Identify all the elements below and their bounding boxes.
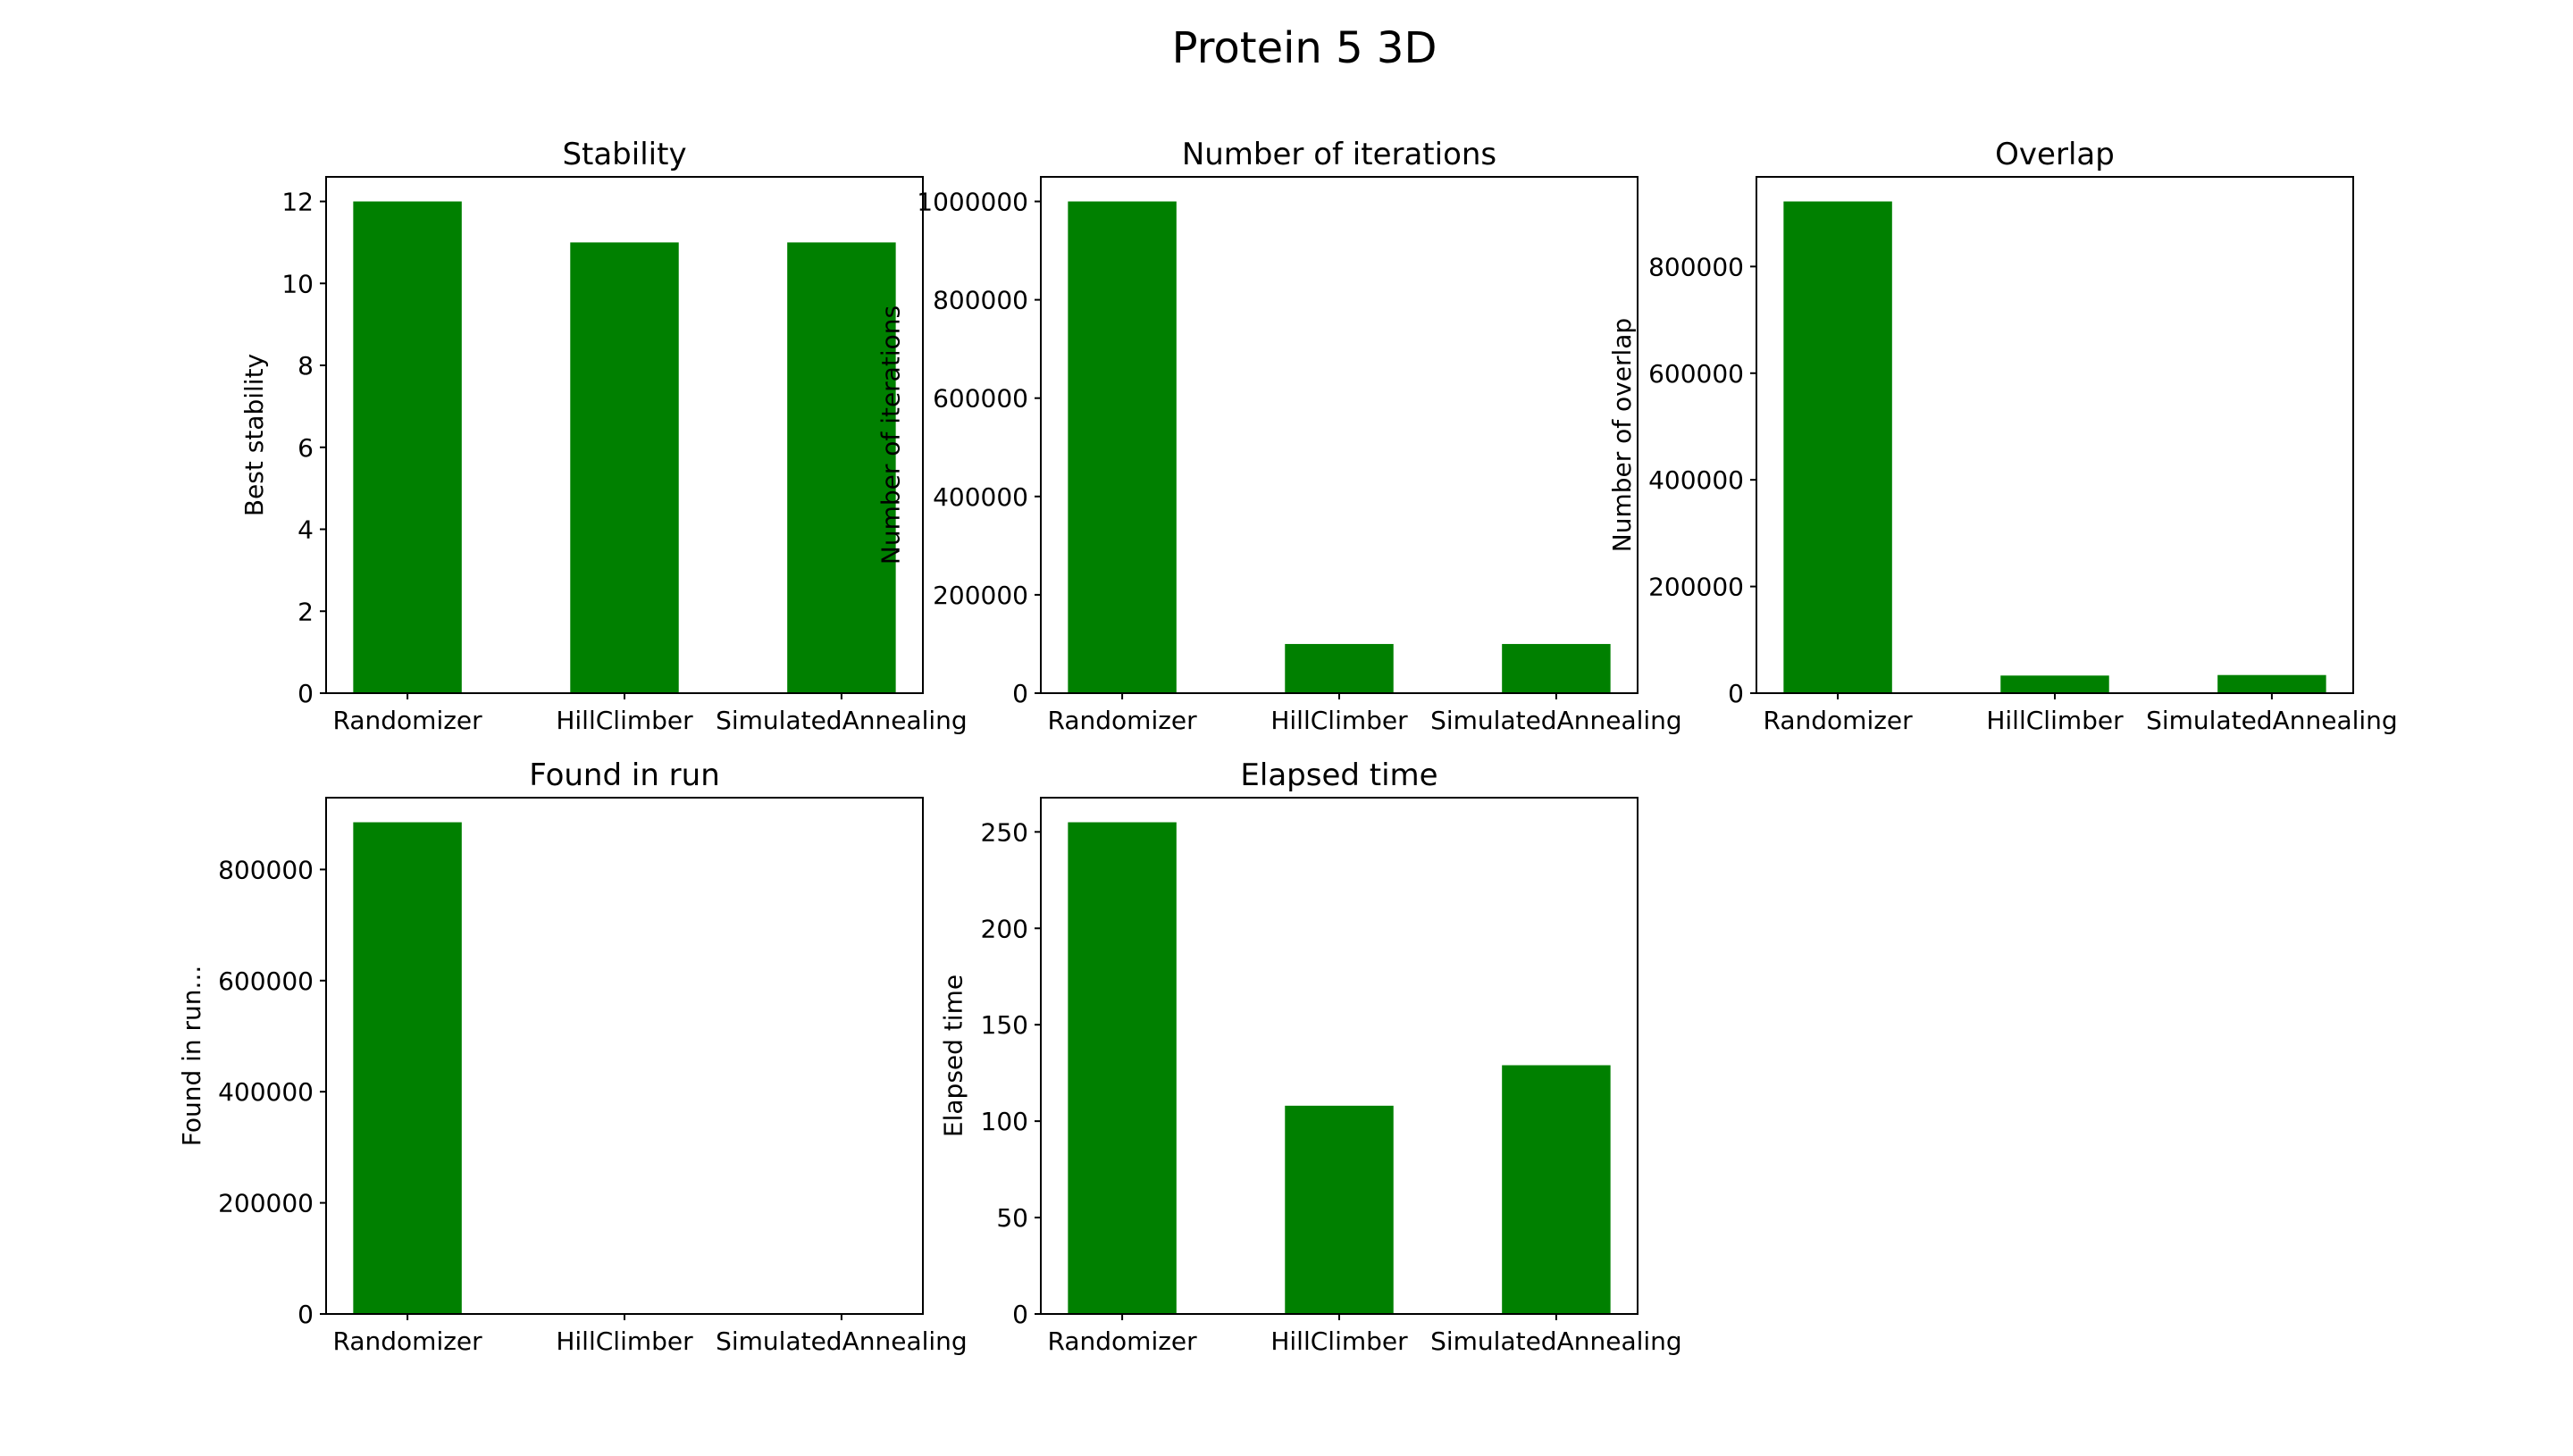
- x-tick-label: Randomizer: [1764, 706, 1914, 735]
- y-tick-label: 400000: [218, 1077, 314, 1107]
- x-tick-label: Randomizer: [1048, 706, 1198, 735]
- y-tick-label: 200000: [933, 581, 1028, 610]
- y-tick-label: 4: [298, 515, 314, 545]
- bar-randomizer: [1068, 201, 1177, 693]
- subplot-title: Number of iterations: [1182, 137, 1496, 172]
- y-tick-label: 250: [981, 817, 1028, 847]
- bar-simulatedannealing: [2217, 674, 2326, 693]
- x-tick-label: SimulatedAnnealing: [716, 706, 968, 735]
- y-tick-label: 0: [1012, 679, 1028, 708]
- bar-hillclimber: [1285, 643, 1394, 693]
- y-axis-label: Best stability: [239, 354, 269, 516]
- x-tick-label: HillClimber: [1986, 706, 2124, 735]
- figure-title: Protein 5 3D: [1172, 23, 1437, 73]
- y-tick-label: 200: [981, 914, 1028, 943]
- y-tick-label: 800000: [1648, 252, 1744, 281]
- x-tick-label: HillClimber: [1270, 1326, 1408, 1356]
- subplot-1: 0 2 4 6 8 10 12 Randomizer HillClimber SimulatedA…: [239, 137, 968, 735]
- bar-randomizer: [1783, 201, 1892, 693]
- y-axis-label: Found in run...: [177, 966, 206, 1147]
- x-tick-label: SimulatedAnnealing: [716, 1326, 968, 1356]
- y-tick-label: 600000: [933, 384, 1028, 414]
- y-tick-label: 800000: [218, 855, 314, 884]
- x-tick-label: HillClimber: [556, 1326, 693, 1356]
- x-tick-label: Randomizer: [333, 1326, 483, 1356]
- y-tick-label: 100: [981, 1107, 1028, 1136]
- y-tick-label: 6: [298, 433, 314, 463]
- bar-hillclimber: [1285, 1105, 1394, 1314]
- y-tick-label: 200000: [1648, 573, 1744, 602]
- y-tick-label: 200000: [218, 1189, 314, 1218]
- y-tick-label: 400000: [933, 482, 1028, 512]
- y-tick-label: 50: [996, 1203, 1028, 1233]
- y-tick-label: 0: [1728, 679, 1744, 708]
- x-tick-label: SimulatedAnnealing: [1430, 706, 1682, 735]
- subplot-title: Stability: [562, 137, 686, 172]
- y-tick-label: 0: [1012, 1300, 1028, 1329]
- x-tick-label: Randomizer: [1048, 1326, 1198, 1356]
- subplot-3: 0 200000 400000 600000 800000 Randomizer HillC…: [1607, 137, 2398, 735]
- bar-randomizer: [353, 822, 462, 1314]
- y-tick-label: 8: [298, 351, 314, 381]
- subplot-title: Found in run: [529, 757, 720, 793]
- subplot-title: Overlap: [1995, 137, 2115, 172]
- y-tick-label: 800000: [933, 286, 1028, 315]
- subplot-5: 0 50 100 150 200 250 Randomizer HillClimber Simu…: [939, 757, 1682, 1356]
- y-tick-label: 10: [281, 269, 314, 298]
- x-tick-label: SimulatedAnnealing: [1430, 1326, 1682, 1356]
- x-tick-label: SimulatedAnnealing: [2146, 706, 2398, 735]
- x-tick-label: Randomizer: [333, 706, 483, 735]
- y-tick-label: 2: [298, 597, 314, 626]
- y-tick-label: 600000: [218, 966, 314, 996]
- y-axis-label: Number of iterations: [876, 305, 906, 565]
- bar-simulatedannealing: [1502, 1065, 1611, 1314]
- y-tick-label: 0: [298, 1300, 314, 1329]
- y-tick-label: 1000000: [917, 188, 1028, 217]
- x-tick-label: HillClimber: [556, 706, 693, 735]
- bar-randomizer: [353, 201, 462, 693]
- x-tick-label: HillClimber: [1270, 706, 1408, 735]
- bar-randomizer: [1068, 822, 1177, 1314]
- y-tick-label: 150: [981, 1010, 1028, 1040]
- bar-hillclimber: [570, 242, 679, 693]
- bar-hillclimber: [2000, 675, 2109, 693]
- y-axis-label: Elapsed time: [939, 975, 968, 1137]
- y-tick-label: 0: [298, 679, 314, 708]
- bar-simulatedannealing: [787, 242, 896, 693]
- bar-simulatedannealing: [1502, 643, 1611, 693]
- subplot-4: 0 200000 400000 600000 800000 Randomizer HillC…: [177, 757, 968, 1356]
- subplot-2: 0 200000 400000 600000 800000 1000000 Randomiz…: [876, 137, 1682, 735]
- subplot-title: Elapsed time: [1240, 757, 1437, 793]
- y-tick-label: 12: [281, 188, 314, 217]
- y-axis-label: Number of overlap: [1607, 318, 1637, 552]
- y-tick-label: 400000: [1648, 465, 1744, 495]
- y-tick-label: 600000: [1648, 359, 1744, 389]
